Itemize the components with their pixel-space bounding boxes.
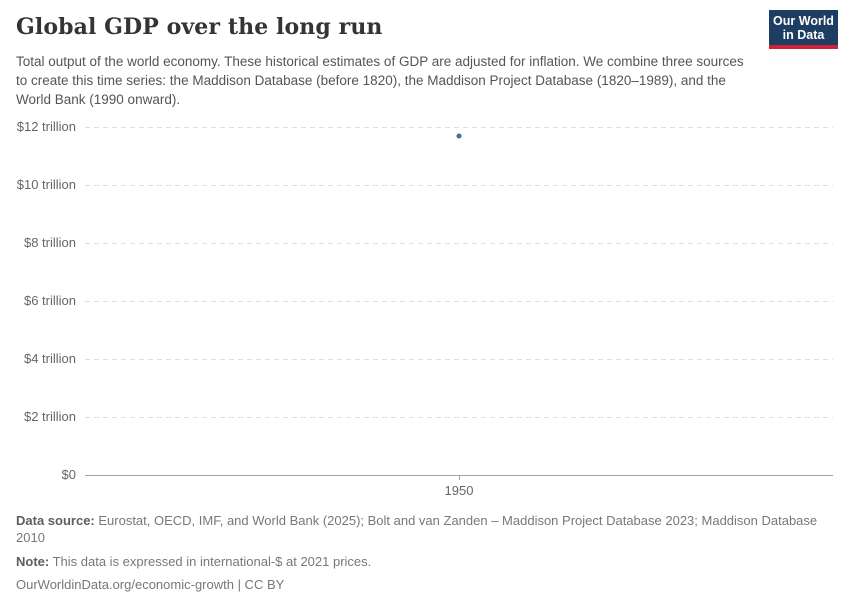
plot-area: 1950 [85, 127, 833, 498]
chart-subtitle: Total output of the world economy. These… [16, 54, 744, 107]
chart-footer: Data source: Eurostat, OECD, IMF, and Wo… [16, 512, 834, 593]
note-text: This data is expressed in international-… [49, 554, 372, 569]
gridline [85, 127, 833, 128]
data-point[interactable] [456, 133, 462, 139]
note-label: Note: [16, 554, 50, 569]
gridline [85, 301, 833, 302]
gridline [85, 243, 833, 244]
note-line: Note: This data is expressed in internat… [16, 553, 834, 570]
y-axis-label: $10 trillion [16, 177, 76, 192]
x-axis-tick-label: 1950 [444, 483, 474, 498]
chart-area: 1950 $0 $2 trillion $4 trillion $6 trillion… [0, 120, 850, 498]
owid-logo-line1: Our World [773, 14, 834, 28]
y-axis-label: $4 trillion [23, 351, 76, 366]
y-axis-label: $0 [61, 467, 76, 482]
x-axis-tick [459, 475, 460, 480]
owid-logo[interactable]: Our World in Data [769, 10, 838, 49]
owid-logo-line2: in Data [782, 28, 825, 42]
y-axis-label: $12 trillion [16, 119, 76, 134]
data-source-label: Data source: [16, 513, 95, 528]
gridline [85, 185, 833, 186]
page-title: Global GDP over the long run [16, 14, 383, 40]
citation-link[interactable]: OurWorldinData.org/economic-growth | CC … [16, 577, 285, 592]
y-axis-label: $2 trillion [23, 409, 76, 424]
gridline [85, 417, 833, 418]
data-source-line: Data source: Eurostat, OECD, IMF, and Wo… [16, 512, 834, 546]
gridline [85, 359, 833, 360]
y-axis-label: $6 trillion [23, 293, 76, 308]
data-source-text: Eurostat, OECD, IMF, and World Bank (202… [16, 513, 818, 545]
y-axis-label: $8 trillion [23, 235, 76, 250]
